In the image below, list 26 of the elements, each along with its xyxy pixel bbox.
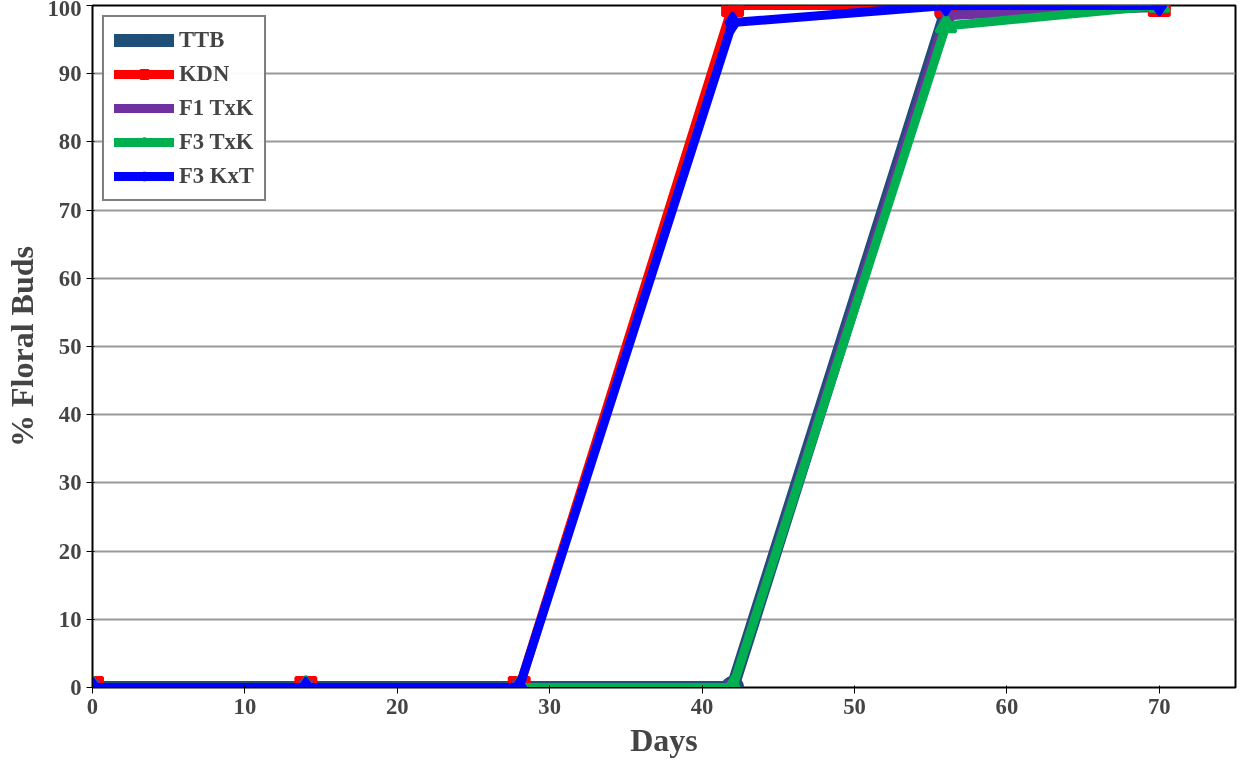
x-tick-label: 30 [538, 693, 562, 719]
y-tick-label: 60 [58, 265, 82, 291]
x-tick-label: 50 [843, 693, 866, 719]
y-tick-label: 10 [58, 606, 82, 632]
y-tick-label: 90 [58, 61, 82, 87]
y-tick-label: 70 [58, 197, 82, 223]
y-tick-label: 50 [58, 334, 82, 359]
legend-label: TTB [179, 27, 225, 53]
legend-label: F3 TxK [179, 129, 254, 155]
x-tick-label: 20 [385, 693, 409, 719]
y-tick-label: 20 [58, 538, 82, 564]
legend-label: F3 KxT [179, 163, 254, 189]
legend-label: F1 TxK [179, 95, 254, 121]
y-tick-label: 30 [58, 470, 82, 496]
x-tick-label: 10 [233, 693, 257, 719]
legend-label: KDN [179, 61, 230, 87]
y-tick-label: 40 [58, 402, 82, 428]
y-tick-label: 100 [47, 0, 82, 21]
x-axis-title: Days [630, 721, 698, 758]
x-tick-label: 70 [1147, 693, 1171, 719]
y-tick-label: 80 [58, 129, 82, 155]
x-tick-label: 0 [86, 693, 99, 719]
y-tick-label: 0 [70, 675, 82, 700]
x-tick-label: 40 [690, 693, 714, 719]
x-tick-label: 60 [995, 693, 1019, 719]
y-axis-title: % Floral Buds [3, 246, 40, 447]
